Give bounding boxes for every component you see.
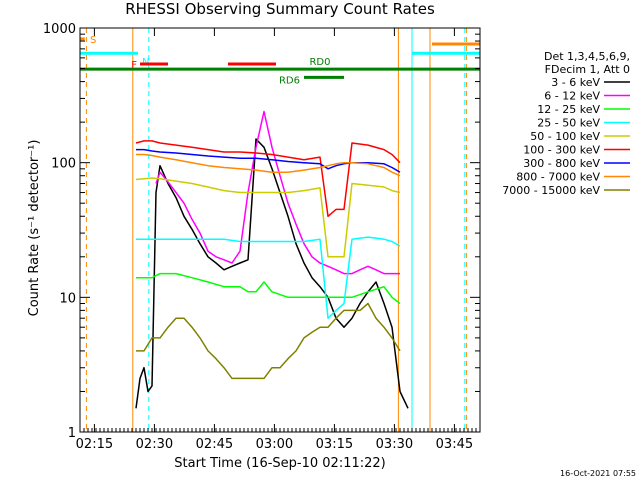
legend-entry-label: 800 - 7000 keV — [516, 171, 600, 184]
generation-timestamp: 16-Oct-2021 07:55 — [560, 469, 636, 478]
x-tick-label: 03:00 — [256, 437, 293, 452]
series-line — [136, 302, 401, 380]
axes: 02:15 02:30 02:45 03:00 03:15 03:30 03:45 1 10 10… — [43, 22, 481, 452]
x-tick-label: 03:15 — [316, 437, 353, 452]
legend-header: Det 1,3,4,5,6,9, — [544, 50, 630, 63]
series-lines — [135, 110, 409, 409]
x-tick-label: 03:30 — [376, 437, 413, 452]
x-tick-label: 02:30 — [136, 437, 173, 452]
flag-interval-label: S — [90, 35, 96, 46]
legend-entry-label: 12 - 25 keV — [537, 103, 600, 116]
legend-entry-label: 6 - 12 keV — [544, 90, 600, 103]
series-line — [136, 153, 401, 177]
y-tick-label: 100 — [51, 157, 76, 172]
flag-interval-label: F — [131, 60, 137, 71]
legend-entry-label: 25 - 50 keV — [537, 117, 600, 130]
x-axis-label: Start Time (16-Sep-10 02:11:22) — [174, 456, 385, 471]
y-tick-label: 10 — [59, 291, 76, 306]
legend-entry-label: 300 - 800 keV — [523, 157, 600, 170]
plot-frame — [79, 27, 481, 433]
chart-title: RHESSI Observing Summary Count Rates — [125, 0, 435, 18]
series-line — [135, 138, 409, 409]
x-tick-label: 02:45 — [196, 437, 233, 452]
series-line — [135, 140, 401, 218]
x-tick-label: 02:15 — [76, 437, 113, 452]
series-line — [155, 110, 400, 275]
y-tick-label: 1 — [68, 426, 76, 441]
series-line — [136, 236, 401, 319]
series-line — [135, 177, 401, 258]
y-tick-label: 1000 — [43, 22, 76, 37]
legend-entry-label: 3 - 6 keV — [551, 76, 600, 89]
legend-entry-label: 100 - 300 keV — [523, 144, 600, 157]
series-line — [136, 272, 401, 305]
legend-entry-label: 7000 - 15000 keV — [502, 184, 600, 197]
x-tick-label: 03:45 — [436, 437, 473, 452]
series-line — [136, 148, 401, 173]
legend: Det 1,3,4,5,6,9,FDecim 1, Att 03 - 6 keV… — [502, 50, 630, 197]
observing-flags: SNFRD0RD6 — [80, 28, 480, 432]
y-axis-label: Count Rate (s⁻¹ detector⁻¹) — [27, 140, 42, 317]
legend-entry-label: 50 - 100 keV — [530, 130, 600, 143]
flag-interval-label: RD6 — [279, 75, 300, 86]
flag-interval-label: RD0 — [309, 57, 330, 68]
legend-header: FDecim 1, Att 0 — [545, 63, 630, 76]
